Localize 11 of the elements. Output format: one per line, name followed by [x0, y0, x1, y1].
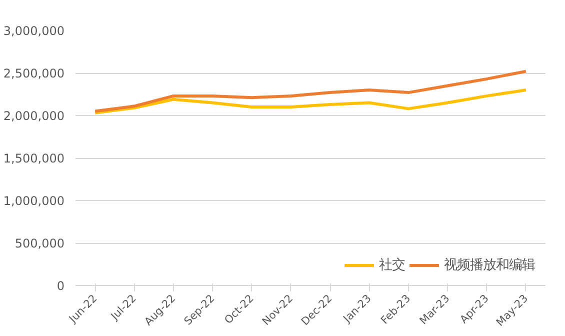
line-series [94, 70, 528, 113]
line-series [94, 88, 528, 114]
y-tick-label: 1,000,000 [3, 194, 65, 208]
y-tick-label: 500,000 [14, 236, 64, 250]
y-tick-label: 2,000,000 [3, 109, 65, 123]
y-tick-label: 1,500,000 [3, 152, 65, 166]
y-tick-label: 3,000,000 [3, 24, 65, 38]
y-tick-label: 0 [56, 279, 65, 293]
legend-label: 社交 [379, 256, 405, 274]
y-tick-label: 2,500,000 [3, 66, 65, 80]
legend-label: 视频播放和编辑 [444, 256, 535, 274]
